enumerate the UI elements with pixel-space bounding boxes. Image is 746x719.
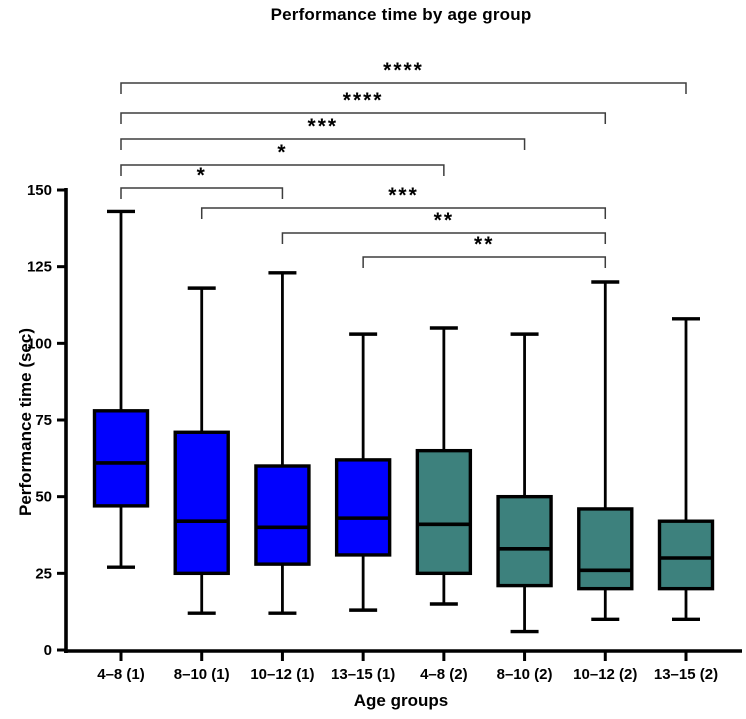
x-tick-label-4-8-2: 4–8 (2): [420, 666, 468, 683]
y-tick-label: 75: [35, 412, 52, 429]
significance-bracket-4-8-1-vs-10-12-2: ****: [120, 89, 607, 124]
significance-bracket-4-8-1-vs-13-15-2: ****: [120, 59, 687, 94]
y-tick-label: 150: [27, 182, 52, 199]
y-tick-label: 100: [27, 335, 52, 352]
box-rect: [577, 507, 634, 591]
significance-bracket-8-10-1-vs-10-12-2: ***: [200, 184, 607, 219]
significance-label: *: [277, 141, 287, 164]
x-tick-label-8-10-2: 8–10 (2): [497, 666, 553, 683]
y-tick-label: 125: [27, 259, 52, 276]
x-axis-title: Age groups: [353, 691, 449, 710]
x-tick-label-13-15-1: 13–15 (1): [331, 666, 395, 683]
x-tick-label-8-10-1: 8–10 (1): [174, 666, 230, 683]
box-rect: [657, 519, 715, 591]
significance-bracket-4-8-1-vs-4-8-2: *: [120, 141, 445, 176]
y-tick-label: 25: [35, 565, 52, 582]
box-rect: [92, 409, 150, 508]
y-tick-label: 0: [44, 642, 52, 659]
x-tick-label-10-12-2: 10–12 (2): [573, 666, 637, 683]
box-group-13-15-2: [657, 317, 715, 622]
significance-label: *: [197, 164, 207, 187]
box-group-4-8-1: [92, 209, 150, 569]
y-tick-label: 50: [35, 489, 52, 506]
significance-bracket-13-15-1-vs-10-12-2: **: [362, 233, 607, 268]
significance-label: **: [474, 233, 494, 256]
box-rect: [254, 464, 311, 566]
significance-label: ****: [343, 89, 384, 112]
significance-label: ***: [388, 184, 419, 207]
box-group-8-10-2: [496, 332, 553, 634]
x-tick-label-4-8-1: 4–8 (1): [97, 666, 145, 683]
box-rect: [173, 430, 230, 576]
box-rect: [334, 458, 392, 557]
significance-bracket-10-12-1-vs-10-12-2: **: [281, 209, 607, 244]
chart-title: Performance time by age group: [270, 5, 532, 24]
box-group-4-8-2: [415, 326, 473, 606]
box-group-8-10-1: [173, 286, 230, 615]
box-group-10-12-2: [577, 280, 634, 622]
significance-label: ****: [383, 59, 424, 82]
x-tick-label-13-15-2: 13–15 (2): [654, 666, 718, 683]
box-rect: [415, 448, 473, 576]
significance-bracket-4-8-1-vs-10-12-1: *: [120, 164, 284, 199]
x-tick-label-10-12-1: 10–12 (1): [250, 666, 314, 683]
box-rect: [496, 494, 553, 588]
significance-label: ***: [308, 115, 339, 138]
box-group-13-15-1: [334, 332, 392, 612]
significance-bracket-4-8-1-vs-8-10-2: ***: [120, 115, 526, 150]
box-group-10-12-1: [254, 271, 311, 615]
significance-label: **: [434, 209, 454, 232]
